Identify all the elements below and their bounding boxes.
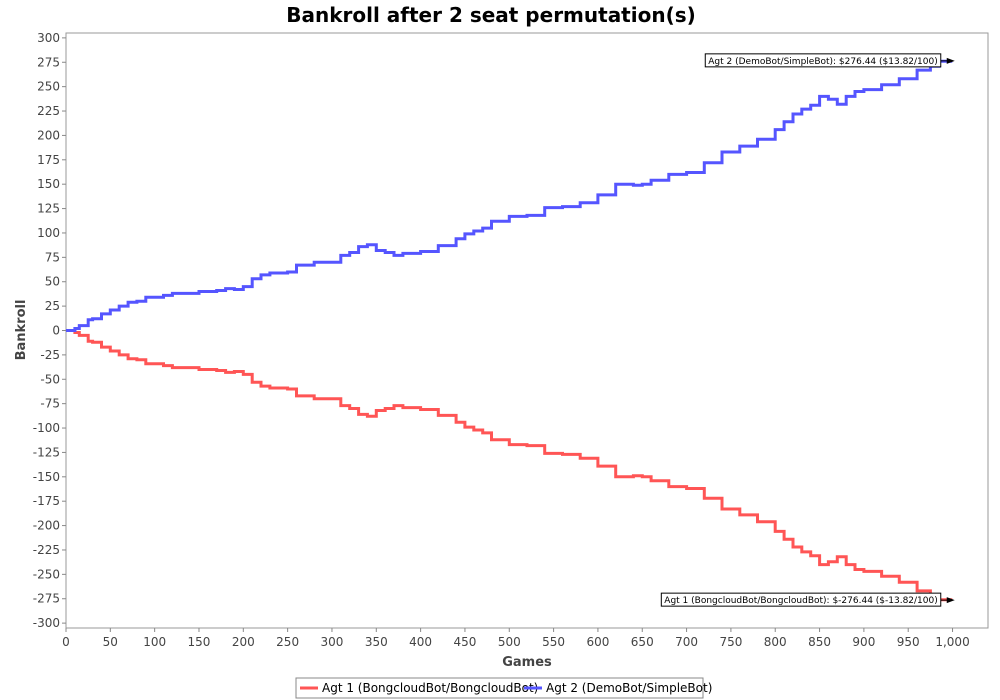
y-tick-label: -200 — [33, 519, 60, 533]
x-tick-label: 450 — [453, 635, 476, 649]
series-layer — [66, 59, 953, 602]
y-tick-label: 225 — [37, 104, 60, 118]
x-tick-label: 300 — [321, 635, 344, 649]
annotation-label: Agt 1 (BongcloudBot/BongcloudBot): $-276… — [664, 596, 937, 606]
x-tick-label: 400 — [409, 635, 432, 649]
y-tick-label: -175 — [33, 494, 60, 508]
x-tick-label: 700 — [675, 635, 698, 649]
x-tick-label: 350 — [365, 635, 388, 649]
annotation-layer: Agt 2 (DemoBot/SimpleBot): $276.44 ($13.… — [660, 53, 955, 607]
y-tick-label: 150 — [37, 177, 60, 191]
x-tick-label: 0 — [62, 635, 70, 649]
x-tick-label: 600 — [586, 635, 609, 649]
x-tick-label: 150 — [188, 635, 211, 649]
x-axis-title: Games — [502, 655, 552, 670]
y-axis: -300-275-250-225-200-175-150-125-100-75-… — [33, 31, 66, 630]
x-tick-label: 750 — [719, 635, 742, 649]
x-tick-label: 200 — [232, 635, 255, 649]
annotation-arrow-icon — [946, 57, 955, 64]
chart-title: Bankroll after 2 seat permutation(s) — [286, 3, 696, 27]
y-tick-label: -250 — [33, 567, 60, 581]
legend-label-agt-2: Agt 2 (DemoBot/SimpleBot) — [546, 681, 712, 695]
legend-label-agt-1: Agt 1 (BongcloudBot/BongcloudBot) — [322, 681, 538, 695]
x-axis: 0 50 100 150 200 250 300 350 400 450 500 550 600 650 7… — [62, 628, 970, 649]
y-tick-label: -275 — [33, 592, 60, 606]
annotation-arrow-icon — [946, 597, 955, 604]
y-tick-label: -225 — [33, 543, 60, 557]
y-tick-label: -300 — [33, 616, 60, 630]
x-tick-label: 900 — [852, 635, 875, 649]
y-tick-label: -50 — [40, 372, 60, 386]
x-tick-label: 500 — [498, 635, 521, 649]
x-tick-label: 850 — [808, 635, 831, 649]
y-tick-label: 175 — [37, 153, 60, 167]
y-tick-label: 125 — [37, 202, 60, 216]
y-tick-label: -75 — [40, 397, 60, 411]
y-tick-label: 25 — [45, 299, 60, 313]
y-axis-title: Bankroll — [14, 300, 29, 361]
series-line-agt-1 — [66, 329, 953, 602]
y-tick-label: 0 — [52, 324, 60, 338]
x-tick-label: 550 — [542, 635, 565, 649]
x-tick-label: 100 — [143, 635, 166, 649]
annotation-label: Agt 2 (DemoBot/SimpleBot): $276.44 ($13.… — [708, 57, 938, 67]
x-tick-label: 800 — [764, 635, 787, 649]
y-tick-label: 200 — [37, 128, 60, 142]
y-tick-label: 50 — [45, 275, 60, 289]
x-tick-label: 1,000 — [935, 635, 969, 649]
legend: Agt 1 (BongcloudBot/BongcloudBot) Agt 2 … — [295, 677, 712, 699]
plot-area — [65, 32, 989, 629]
x-tick-label: 650 — [631, 635, 654, 649]
y-tick-label: -150 — [33, 470, 60, 484]
y-tick-label: 300 — [37, 31, 60, 45]
x-tick-label: 250 — [276, 635, 299, 649]
legend-box — [295, 677, 704, 699]
x-tick-label: 950 — [897, 635, 920, 649]
y-tick-label: -25 — [40, 348, 60, 362]
x-tick-label: 50 — [103, 635, 118, 649]
series-line-agt-2 — [66, 59, 953, 332]
y-tick-label: -125 — [33, 445, 60, 459]
y-tick-label: 250 — [37, 80, 60, 94]
y-tick-label: 75 — [45, 250, 60, 264]
y-tick-label: 275 — [37, 55, 60, 69]
y-tick-label: -100 — [33, 421, 60, 435]
y-tick-label: 100 — [37, 226, 60, 240]
